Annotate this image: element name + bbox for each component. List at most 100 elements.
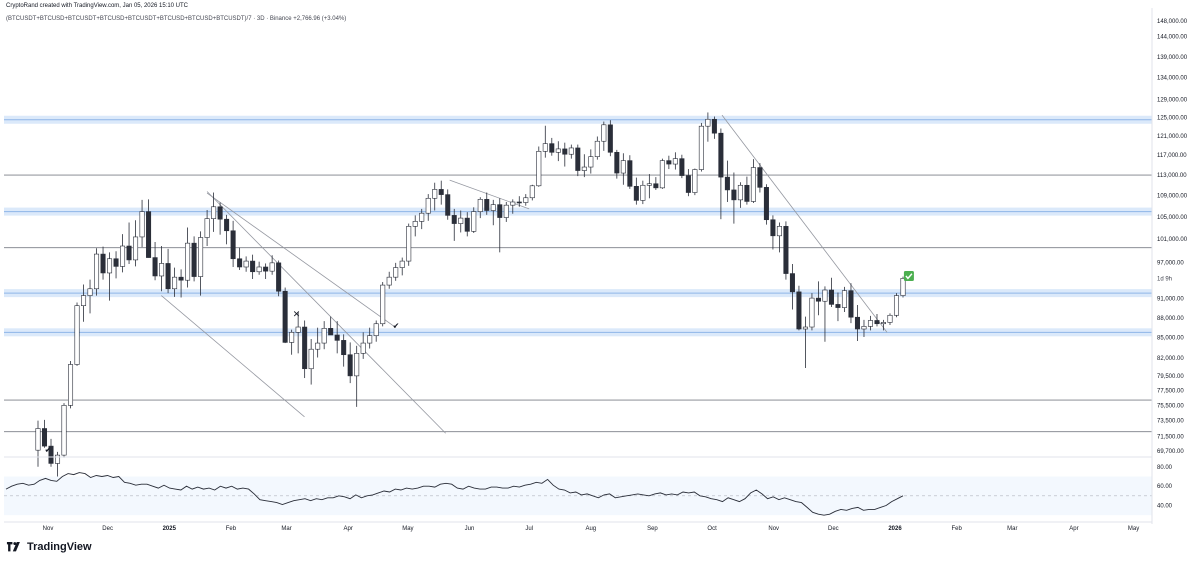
price-tick-label: 71,500.00 bbox=[1157, 434, 1184, 440]
candle bbox=[237, 247, 243, 270]
candle-up bbox=[74, 305, 80, 365]
candle-up bbox=[139, 211, 145, 238]
price-tick-label: 73,500.00 bbox=[1157, 419, 1184, 425]
candle-down bbox=[341, 340, 347, 356]
candle bbox=[640, 180, 646, 205]
candle bbox=[555, 141, 561, 162]
candle bbox=[497, 198, 503, 253]
candle-down bbox=[633, 186, 639, 201]
candle bbox=[666, 155, 672, 170]
price-tick-label: 77,500.00 bbox=[1157, 388, 1184, 394]
candle bbox=[367, 327, 373, 349]
candle bbox=[588, 149, 594, 174]
candle bbox=[178, 269, 184, 298]
candle-up bbox=[750, 167, 756, 202]
candle-up bbox=[776, 226, 782, 237]
candle bbox=[854, 305, 860, 342]
price-tick-label: 113,000.00 bbox=[1157, 173, 1187, 179]
candle bbox=[41, 419, 48, 448]
candle bbox=[601, 121, 607, 151]
candle bbox=[744, 176, 750, 205]
candle bbox=[536, 146, 542, 187]
candle-up bbox=[386, 276, 392, 286]
candle-down bbox=[783, 226, 789, 274]
rsi-band bbox=[4, 476, 1152, 516]
candle bbox=[438, 180, 444, 205]
candle-up bbox=[308, 348, 314, 370]
candle bbox=[48, 438, 54, 467]
candle-up bbox=[360, 342, 366, 354]
candle bbox=[575, 144, 581, 177]
candle bbox=[490, 199, 496, 226]
candle bbox=[835, 292, 841, 322]
rsi-pane: 80.00 60.00 40.00 bbox=[4, 456, 1173, 516]
candle bbox=[848, 283, 854, 324]
candle-up bbox=[477, 199, 483, 212]
candle bbox=[386, 271, 392, 289]
candle bbox=[54, 451, 61, 477]
price-tick-label: 88,000.00 bbox=[1157, 316, 1184, 322]
candle-down bbox=[679, 158, 685, 176]
candle-up bbox=[107, 258, 113, 274]
candle-up bbox=[94, 253, 100, 290]
candle bbox=[321, 321, 327, 350]
candle-up bbox=[87, 288, 93, 296]
candle-up bbox=[809, 297, 815, 328]
candle-down bbox=[757, 167, 763, 188]
candle-down bbox=[789, 273, 795, 293]
trendline bbox=[206, 192, 397, 329]
candle-up bbox=[581, 166, 587, 171]
candle-down bbox=[217, 206, 223, 220]
tradingview-logo[interactable]: TradingView bbox=[6, 541, 92, 553]
candle bbox=[107, 252, 113, 301]
rsi-tick-label: 60.00 bbox=[1157, 484, 1173, 490]
candle bbox=[191, 236, 197, 282]
candle bbox=[328, 316, 334, 336]
candles bbox=[35, 112, 906, 477]
time-tick-label: May bbox=[402, 526, 413, 532]
candle bbox=[763, 184, 769, 225]
candle bbox=[861, 319, 867, 338]
candle-down bbox=[347, 354, 353, 377]
price-tick-label: 139,000.00 bbox=[1157, 55, 1188, 61]
check-badge-box bbox=[903, 270, 914, 281]
candle-down bbox=[874, 320, 880, 325]
candle-up bbox=[61, 405, 67, 456]
candle-up bbox=[321, 328, 327, 344]
candle bbox=[614, 149, 620, 179]
candle-up bbox=[542, 143, 548, 152]
price-tick-label: 91,000.00 bbox=[1157, 297, 1184, 303]
candle bbox=[120, 234, 126, 273]
candle-up bbox=[555, 148, 561, 153]
candle bbox=[302, 320, 308, 379]
candle bbox=[464, 212, 470, 237]
rsi-tick-label: 80.00 bbox=[1157, 465, 1173, 471]
candle-up bbox=[471, 211, 477, 232]
candle bbox=[529, 184, 535, 201]
candle bbox=[731, 172, 737, 224]
candle bbox=[276, 260, 282, 297]
candle bbox=[334, 321, 340, 354]
candle bbox=[776, 222, 782, 253]
candle bbox=[380, 282, 386, 327]
candle-up bbox=[373, 323, 379, 336]
candle-up bbox=[315, 342, 321, 350]
candle bbox=[354, 345, 360, 407]
trendline bbox=[721, 114, 888, 333]
candle-up bbox=[646, 183, 652, 186]
candle bbox=[867, 315, 873, 331]
candle bbox=[549, 137, 555, 156]
candle-up bbox=[802, 326, 808, 330]
candle bbox=[685, 169, 691, 197]
time-tick-label: Mar bbox=[1007, 526, 1017, 532]
candle bbox=[477, 197, 483, 219]
cross-marker-icon: ✕ bbox=[293, 310, 301, 320]
candle bbox=[809, 293, 815, 331]
price-tick-label: 69,700.00 bbox=[1157, 449, 1184, 455]
candle-down bbox=[224, 218, 230, 232]
time-tick-label: 2025 bbox=[163, 526, 177, 532]
candle-up bbox=[211, 206, 217, 219]
candle bbox=[568, 144, 574, 159]
candle bbox=[35, 420, 41, 467]
